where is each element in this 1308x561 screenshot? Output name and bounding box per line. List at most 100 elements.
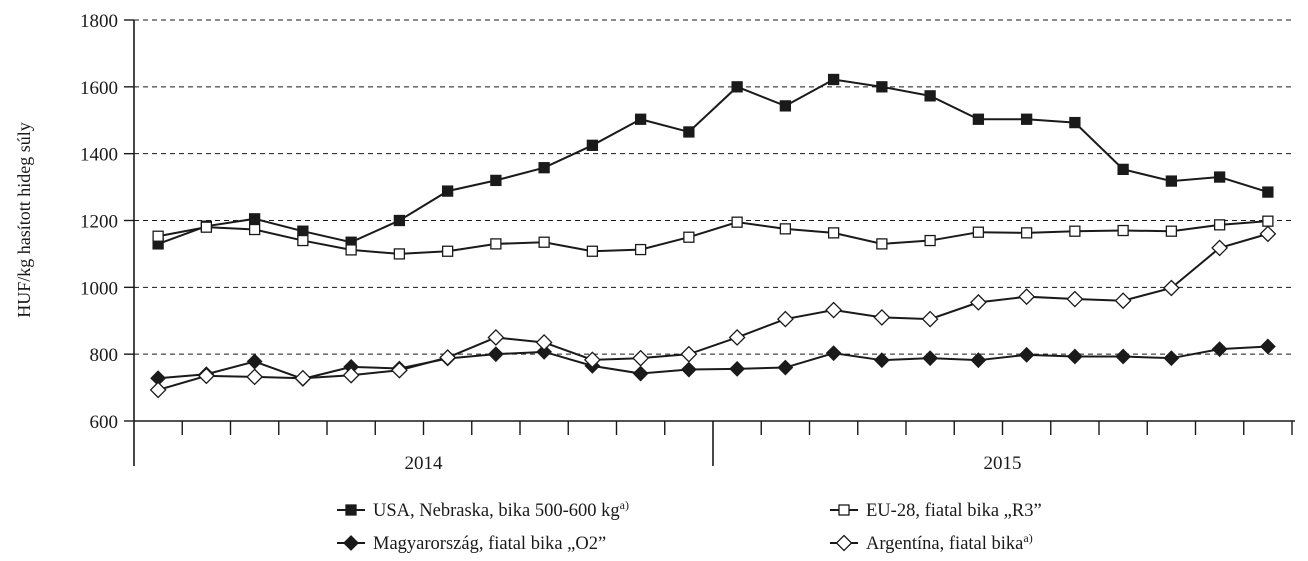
data-point — [1213, 171, 1226, 183]
data-point — [683, 231, 695, 243]
y-tick-label: 600 — [90, 412, 119, 433]
data-point — [876, 238, 888, 250]
data-point — [490, 238, 502, 250]
data-point — [922, 350, 939, 367]
y-axis-title: HUF/kg hasított hideg súly — [14, 122, 34, 318]
data-point — [246, 368, 264, 386]
data-point — [1162, 279, 1180, 297]
data-point — [1018, 346, 1035, 363]
legend-label: USA, Nebraska, bika 500-600 kga) — [373, 498, 629, 521]
data-point — [152, 230, 164, 242]
year-label: 2015 — [984, 453, 1022, 474]
data-point — [586, 139, 599, 151]
data-point — [441, 185, 454, 197]
data-point — [538, 236, 550, 248]
legend-item: EU-28, fiatal bika „R3” — [830, 501, 1042, 521]
data-point — [1018, 288, 1036, 306]
legend-marker — [345, 504, 357, 516]
data-point — [1213, 219, 1226, 231]
y-tick-label: 1600 — [80, 78, 118, 99]
data-point — [924, 234, 936, 247]
year-label: 2014 — [405, 453, 444, 474]
legend-marker — [835, 534, 853, 552]
legend: USA, Nebraska, bika 500-600 kga) EU-28, f… — [337, 498, 1042, 554]
legend-marker — [838, 504, 850, 516]
data-point — [1165, 225, 1178, 237]
data-point — [345, 244, 357, 256]
data-point — [248, 223, 261, 236]
data-point — [535, 334, 553, 351]
data-point — [1259, 338, 1276, 355]
data-point — [1259, 225, 1277, 243]
data-point — [297, 225, 309, 237]
data-point — [972, 226, 985, 238]
legend-label-text: USA, Nebraska, bika 500-600 kg — [373, 501, 620, 521]
data-point — [583, 351, 601, 369]
data-point — [779, 223, 792, 235]
data-point — [197, 367, 215, 385]
data-point — [538, 162, 550, 174]
data-point — [921, 310, 939, 328]
data-point — [1262, 186, 1274, 198]
data-point — [441, 245, 454, 257]
y-tick-label: 1800 — [80, 11, 118, 32]
data-point — [731, 216, 743, 228]
data-point — [393, 214, 406, 227]
data-point — [1020, 227, 1033, 239]
data-point — [632, 365, 649, 382]
data-point — [680, 361, 697, 378]
legend-label-text: EU-28, fiatal bika „R3” — [866, 501, 1042, 521]
legend-label: Magyarország, fiatal bika „O2” — [373, 534, 606, 554]
data-point — [1117, 224, 1129, 237]
data-point — [1211, 239, 1229, 257]
legend-footnote: a) — [1023, 531, 1032, 545]
legend-label-text: Argentína, fiatal bika — [866, 534, 1023, 554]
data-point — [873, 308, 891, 326]
legend-label: EU-28, fiatal bika „R3” — [866, 501, 1042, 521]
data-point — [393, 248, 406, 260]
data-point — [683, 126, 695, 138]
data-point — [972, 113, 985, 125]
data-point — [924, 90, 936, 102]
data-point — [297, 234, 309, 247]
data-point — [634, 113, 647, 125]
data-point — [1117, 163, 1129, 176]
series-lines — [157, 78, 1269, 391]
series-line-3 — [158, 345, 1268, 380]
data-point — [342, 366, 360, 384]
data-point — [779, 100, 792, 112]
legend-item: USA, Nebraska, bika 500-600 kga) — [337, 498, 629, 521]
data-point — [536, 343, 553, 360]
data-point — [825, 345, 842, 362]
data-point — [294, 369, 312, 387]
data-point — [970, 352, 987, 369]
data-markers — [149, 73, 1277, 399]
data-point — [632, 349, 650, 367]
data-point — [776, 310, 794, 328]
grid-lines — [134, 19, 1295, 355]
y-tick-label: 1200 — [80, 212, 118, 233]
data-point — [246, 353, 263, 370]
y-tick-label: 1000 — [80, 278, 118, 299]
y-tick-label: 1400 — [80, 145, 118, 166]
data-point — [1165, 175, 1178, 187]
series-line-4 — [157, 232, 1269, 391]
data-point — [487, 329, 505, 346]
legend-item: Magyarország, fiatal bika „O2” — [337, 534, 606, 554]
data-point — [490, 174, 502, 187]
data-point — [1211, 341, 1228, 358]
data-point — [729, 360, 746, 377]
data-point — [487, 346, 504, 363]
data-point — [1262, 215, 1274, 227]
data-point — [1069, 225, 1081, 237]
data-point — [1020, 113, 1033, 125]
data-point — [1066, 290, 1084, 308]
data-point — [1163, 350, 1180, 367]
y-tick-label: 800 — [90, 345, 119, 366]
series-line-2 — [157, 220, 1268, 255]
legend-marker — [343, 535, 359, 551]
data-point — [200, 221, 213, 233]
data-point — [390, 361, 408, 379]
